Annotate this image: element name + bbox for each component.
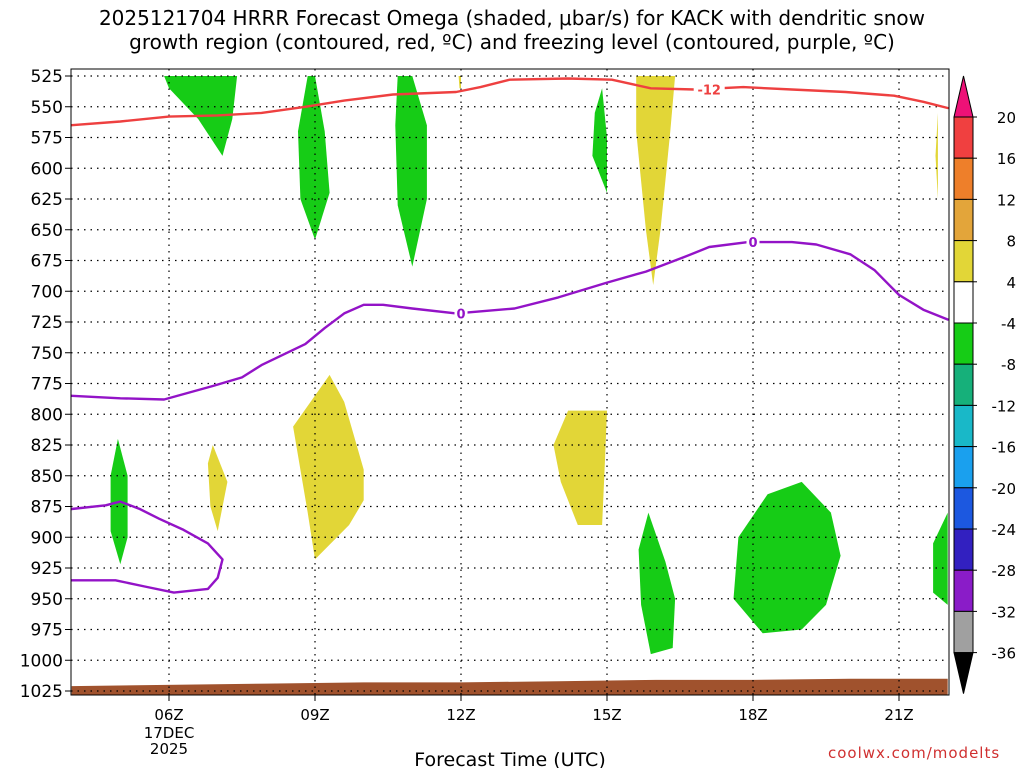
- contour-label: 0: [748, 236, 757, 251]
- x-tick-label: 12Z: [446, 706, 475, 724]
- omega-region-upward: [592, 88, 607, 193]
- colorbar-tick-label: -20: [992, 480, 1017, 498]
- y-tick-label: 650: [31, 221, 63, 241]
- colorbar-bin: [953, 569, 974, 612]
- colorbar-tick-label: -32: [992, 603, 1017, 621]
- omega-region-upward: [933, 512, 948, 605]
- y-tick-label: 950: [31, 590, 63, 610]
- y-tick-label: 1000: [20, 651, 63, 671]
- omega-region-downward: [207, 445, 228, 532]
- colorbar-tick-label: 20: [997, 109, 1016, 127]
- colorbar-tick-label: -8: [1001, 356, 1016, 374]
- omega-region-upward: [638, 512, 676, 655]
- x-tick-label: 18Z: [738, 706, 767, 724]
- contour-layer: [71, 77, 949, 594]
- colorbar-tick-label: -28: [992, 562, 1017, 580]
- colorbar-bin: [953, 198, 974, 242]
- y-tick-label: 700: [31, 282, 63, 302]
- x-axis-label: Forecast Time (UTC): [414, 749, 605, 768]
- terrain-fill: [71, 678, 948, 695]
- colorbar-bin: [953, 487, 974, 530]
- omega-region-upward: [395, 76, 427, 267]
- colorbar-tick-label: 12: [997, 191, 1016, 209]
- x-tick-label: 15Z: [592, 706, 621, 724]
- y-tick-label: 575: [31, 129, 63, 149]
- chart-title-line2: growth region (contoured, red, ºC) and f…: [129, 30, 895, 54]
- terrain-layer: [71, 678, 948, 695]
- colorbar-tick-label: -4: [1001, 315, 1016, 333]
- y-tick-label: 1025: [20, 682, 63, 702]
- year-label: 2025: [150, 740, 188, 758]
- colorbar-tick-label: 4: [1006, 274, 1016, 292]
- x-tick-label: 09Z: [300, 706, 329, 724]
- colorbar-tick-label: -24: [992, 521, 1017, 539]
- y-tick-label: 725: [31, 313, 63, 333]
- contour-line: [71, 240, 949, 401]
- chart-title-line1: 2025121704 HRRR Forecast Omega (shaded, …: [98, 6, 926, 30]
- y-tick-label: 525: [31, 67, 63, 87]
- colorbar-bin: [953, 446, 974, 489]
- colorbar-bin: [953, 528, 974, 571]
- x-tick-label: 21Z: [884, 706, 913, 724]
- colorbar-tick-label: 16: [997, 150, 1016, 168]
- colorbar-bin: [953, 116, 974, 159]
- omega-region-downward: [458, 76, 461, 89]
- omega-region-downward: [293, 374, 364, 560]
- colorbar-bin: [953, 281, 974, 324]
- omega-region-downward: [935, 112, 938, 199]
- y-axis: 525 550 575 600 625 650 675 700 725 750 775 800 825 8…: [20, 67, 71, 702]
- colorbar-tick-label: -16: [992, 439, 1017, 457]
- omega-region-downward: [553, 410, 607, 525]
- credit-text: coolwx.com/modelts: [828, 744, 1001, 762]
- omega-region-upward: [733, 481, 841, 634]
- y-tick-label: 550: [31, 98, 63, 118]
- colorbar-tick-label: -12: [992, 397, 1017, 415]
- colorbar-bin: [953, 157, 974, 200]
- colorbar: 20 16 12 8 4 -4 -8 -12 -16 -20 -24 -28 -32 -36: [953, 75, 1017, 694]
- x-axis: 06Z 09Z 12Z 15Z 18Z 21Z: [154, 695, 914, 724]
- plot-frame: [70, 68, 950, 696]
- colorbar-tick-label: 8: [1006, 233, 1016, 251]
- colorbar-bin: [953, 322, 974, 365]
- contour-label: -12: [697, 84, 721, 99]
- y-tick-label: 600: [31, 159, 63, 179]
- contour-line: [71, 500, 224, 594]
- colorbar-bin: [953, 404, 974, 448]
- colorbar-bin: [953, 610, 974, 654]
- colorbar-bin: [953, 363, 974, 406]
- y-tick-label: 775: [31, 375, 63, 395]
- contour-label-bg: [746, 235, 760, 250]
- contour-line: [71, 77, 949, 127]
- y-tick-label: 825: [31, 436, 63, 456]
- gridlines: [71, 69, 949, 695]
- contour-label: 0: [456, 307, 465, 322]
- y-tick-label: 675: [31, 252, 63, 272]
- x-tick-label: 06Z: [154, 706, 183, 724]
- contour-labels: -12 0 0: [454, 82, 760, 322]
- y-tick-label: 900: [31, 528, 63, 548]
- y-tick-label: 875: [31, 498, 63, 518]
- omega-region-upward: [298, 76, 330, 240]
- y-tick-label: 850: [31, 467, 63, 487]
- y-tick-label: 975: [31, 621, 63, 641]
- contour-label-bg: [693, 82, 725, 97]
- chart-title: 2025121704 HRRR Forecast Omega (shaded, …: [0, 6, 1024, 54]
- contour-label-bg: [454, 306, 468, 321]
- omega-region-downward: [636, 76, 676, 286]
- colorbar-bottom-arrow: [953, 652, 974, 694]
- y-tick-label: 925: [31, 559, 63, 579]
- omega-shading-layer: [110, 76, 948, 655]
- colorbar-top-arrow: [953, 75, 974, 118]
- y-tick-label: 750: [31, 344, 63, 364]
- colorbar-bin: [953, 240, 974, 283]
- date-label: 17DEC: [144, 724, 195, 742]
- y-tick-label: 625: [31, 190, 63, 210]
- y-tick-label: 800: [31, 405, 63, 425]
- colorbar-tick-label: -36: [992, 645, 1017, 663]
